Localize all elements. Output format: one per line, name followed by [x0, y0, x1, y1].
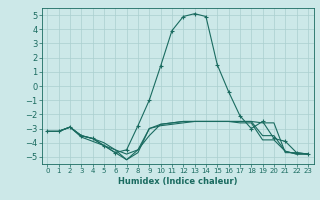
X-axis label: Humidex (Indice chaleur): Humidex (Indice chaleur) — [118, 177, 237, 186]
